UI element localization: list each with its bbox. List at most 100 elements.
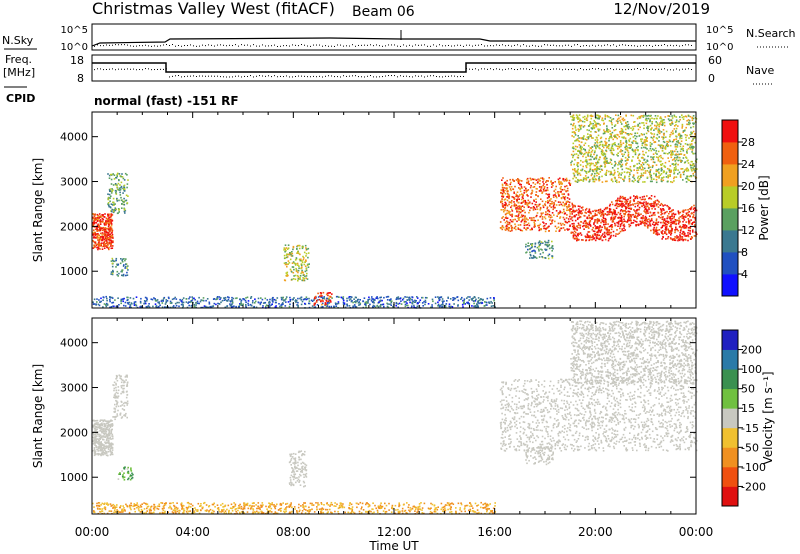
power-scatter-cell-6 [542, 179, 545, 181]
power-scatter-cell-2 [112, 270, 114, 273]
power-scatter-cell-9 [600, 140, 603, 143]
power-scatter-cell-9 [614, 142, 616, 144]
power-scatter-cell-4 [165, 300, 168, 303]
power-scatter-cell-9 [622, 155, 624, 157]
power-scatter-cell-3 [286, 271, 289, 274]
power-scatter-cell-7 [572, 236, 575, 239]
power-scatter-cell-4 [168, 297, 170, 300]
power-scatter-cell-4 [215, 298, 217, 301]
power-scatter-cell-9 [646, 140, 648, 142]
power-scatter-cell-4 [476, 301, 479, 303]
power-scatter-cell-3 [287, 263, 289, 265]
power-scatter-cell-6 [556, 215, 558, 217]
power-scatter-cell-6 [534, 225, 536, 228]
power-scatter-cell-9 [589, 115, 592, 117]
power-scatter-cell-4 [205, 305, 207, 308]
power-scatter-cell-7 [611, 214, 614, 216]
power-scatter-cell-6 [530, 179, 532, 181]
power-scatter-cell-9 [604, 159, 607, 161]
power-scatter-cell-4 [490, 305, 493, 307]
power-scatter-cell-7 [677, 236, 680, 238]
power-scatter-cell-6 [569, 215, 571, 218]
power-scatter-cell-6 [505, 227, 508, 230]
power-scatter-cell-7 [643, 198, 646, 201]
power-scatter-cell-9 [603, 131, 606, 133]
power-scatter-cell-7 [623, 218, 625, 221]
power-scatter-cell-0 [100, 242, 103, 244]
power-scatter-cell-4 [224, 298, 227, 301]
power-scatter-cell-6 [534, 203, 537, 206]
power-scatter-cell-7 [634, 197, 636, 200]
power-scatter-cell-7 [575, 228, 577, 230]
power-scatter-cell-7 [668, 232, 671, 234]
power-scatter-cell-9 [615, 179, 618, 182]
power-scatter-cell-9 [632, 150, 635, 153]
power-scatter-cell-4 [348, 305, 351, 307]
power-scatter-cell-9 [644, 161, 647, 164]
nsearch-dot [493, 45, 494, 47]
power-scatter-cell-6 [504, 204, 506, 206]
power-scatter-cell-4 [470, 298, 473, 300]
power-scatter-cell-1 [121, 173, 123, 175]
power-scatter-cell-9 [573, 122, 575, 125]
power-scatter-cell-7 [664, 232, 667, 234]
power-scatter-cell-4 [274, 306, 277, 308]
power-scatter-cell-6 [569, 225, 571, 227]
nave-dot [301, 75, 302, 77]
power-scatter-cell-6 [556, 227, 558, 230]
power-scatter-cell-6 [553, 203, 556, 205]
power-scatter-cell-8 [527, 245, 529, 247]
power-scatter-cell-7 [573, 211, 575, 213]
power-scatter-cell-7 [691, 223, 693, 225]
power-scatter-cell-9 [641, 174, 643, 177]
power-scatter-cell-4 [367, 298, 369, 301]
power-scatter-cell-3 [296, 252, 299, 254]
power-scatter-cell-9 [677, 125, 679, 127]
power-scatter-cell-6 [533, 224, 536, 226]
nave-dot [232, 76, 233, 78]
power-scatter-cell-9 [608, 120, 611, 122]
power-scatter-cell-7 [693, 235, 696, 237]
power-scatter-cell-4 [343, 302, 346, 305]
power-scatter-cell-7 [606, 229, 609, 231]
power-scatter-cell-6 [539, 215, 541, 218]
power-scatter-cell-1 [121, 207, 123, 209]
nsearch-dot [292, 44, 293, 46]
power-scatter-cell-7 [571, 223, 573, 225]
power-scatter-cell-9 [646, 115, 649, 117]
power-scatter-cell-9 [627, 151, 630, 154]
power-scatter-cell-9 [646, 160, 649, 162]
power-scatter-cell-0 [99, 215, 102, 217]
power-scatter-cell-9 [637, 181, 640, 183]
power-scatter-cell-4 [173, 297, 175, 300]
power-scatter-cell-4 [331, 297, 333, 299]
power-scatter-cell-6 [509, 188, 512, 190]
power-scatter-cell-6 [505, 204, 508, 206]
power-scatter-cell-3 [302, 277, 304, 279]
power-scatter-cell-6 [537, 219, 539, 221]
power-scatter-cell-9 [576, 181, 579, 183]
power-scatter-cell-6 [529, 186, 532, 189]
power-scatter-cell-7 [627, 219, 629, 221]
power-scatter-cell-9 [587, 152, 589, 154]
power-scatter-cell-6 [517, 228, 520, 230]
power-scatter-cell-7 [580, 234, 583, 236]
power-scatter-cell-1 [107, 198, 110, 201]
power-scatter-cell-6 [504, 228, 506, 231]
nave-dot [406, 75, 407, 77]
power-scatter-cell-9 [618, 173, 621, 175]
power-scatter-cell-7 [644, 224, 646, 227]
power-scatter-cell-7 [640, 213, 642, 215]
power-scatter-cell-7 [673, 213, 676, 216]
power-scatter-cell-9 [577, 154, 580, 157]
power-scatter-cell-7 [670, 238, 672, 240]
power-scatter-cell-9 [685, 156, 687, 158]
nave-dot [568, 69, 569, 71]
nave-dot [250, 75, 251, 77]
power-scatter-cell-0 [110, 241, 113, 243]
power-scatter-cell-7 [603, 225, 606, 228]
power-scatter-cell-9 [645, 115, 647, 117]
power-scatter-cell-9 [686, 152, 688, 154]
power-scatter-cell-7 [674, 229, 677, 232]
power-scatter-cell-0 [112, 240, 114, 242]
